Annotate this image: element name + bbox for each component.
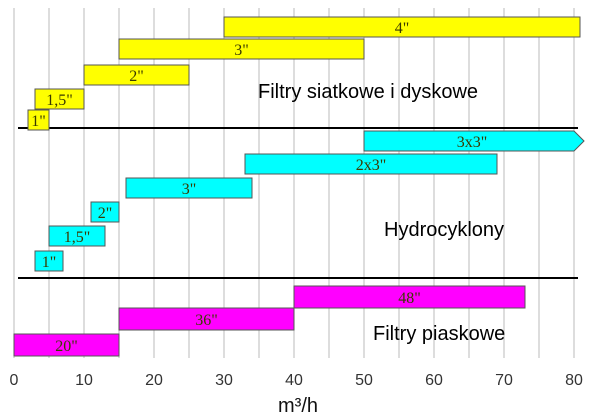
section-label: Filtry piaskowe [373,323,505,345]
range-bar [34,250,64,272]
range-bar [244,153,498,175]
section-label: Hydrocyklony [384,219,504,241]
x-tick-label: 50 [355,372,373,389]
x-tick-label: 80 [565,372,583,389]
bar-label: 1,5" [46,92,73,109]
range-bar [118,38,365,60]
x-tick-label: 0 [10,372,19,389]
bar-label: 3" [182,181,197,198]
x-tick-label: 40 [285,372,303,389]
range-bar [293,285,526,309]
x-tick-label: 30 [215,372,233,389]
bar-label: 2" [98,205,113,222]
x-tick-label: 20 [145,372,163,389]
bar-label: 2x3" [356,157,387,174]
bar-label: 4" [395,20,410,37]
bar-label: 48" [398,290,421,307]
bar-label: 3x3" [457,134,488,151]
bar-label: 36" [195,312,218,329]
bar-label: 3" [234,42,249,59]
range-bar [34,88,85,110]
range-bar [118,307,295,331]
bar-label: 1" [42,254,57,271]
bar-label: 1" [31,113,46,130]
x-tick-label: 60 [425,372,443,389]
range-bar [13,333,120,357]
range-bar [83,64,190,86]
range-bar [90,201,120,223]
bar-label: 2" [129,68,144,85]
range-bar [363,130,585,152]
range-bar [223,16,581,38]
x-tick-label: 70 [495,372,513,389]
x-tick-label: 10 [75,372,93,389]
range-bar [125,177,253,199]
range-bar [48,225,106,247]
bar-label: 1,5" [64,229,91,246]
bar-label: 20" [55,338,78,355]
x-axis-label: m³/h [278,395,318,417]
range-bar [27,109,50,131]
section-label: Filtry siatkowe i dyskowe [258,81,478,103]
